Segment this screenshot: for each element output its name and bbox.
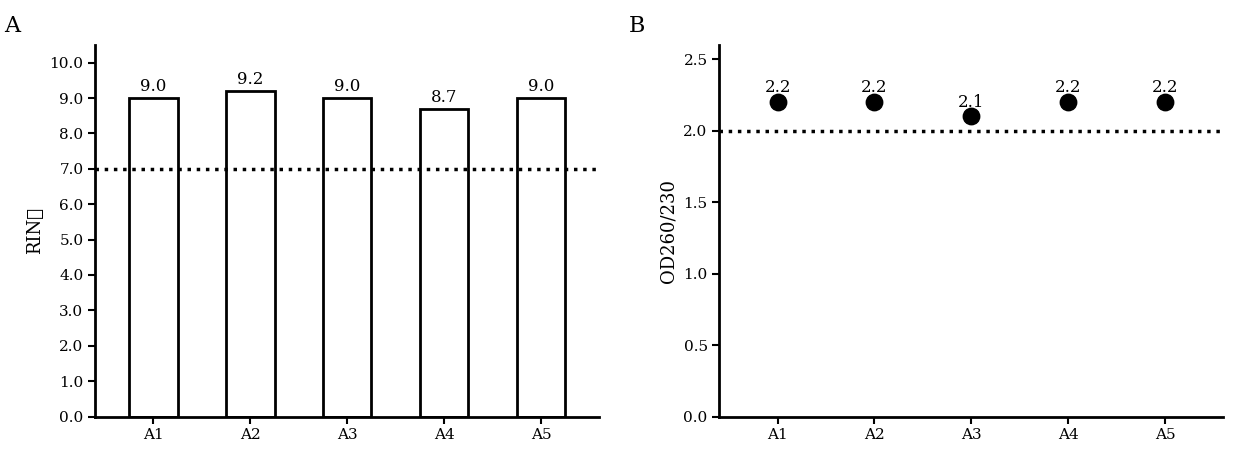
Text: 8.7: 8.7 [430,89,458,106]
Text: 2.2: 2.2 [862,79,888,96]
Text: 2.2: 2.2 [1152,79,1178,96]
Point [961,113,981,120]
Y-axis label: OD260/230: OD260/230 [660,179,678,283]
Text: 9.0: 9.0 [334,78,361,95]
Point [1156,98,1176,106]
Text: 2.2: 2.2 [1055,79,1081,96]
Point [768,98,787,106]
Text: 9.2: 9.2 [237,71,264,88]
Bar [420,109,469,416]
Y-axis label: RIN値: RIN値 [26,207,43,254]
Text: 2.1: 2.1 [959,94,985,111]
Text: 2.2: 2.2 [764,79,791,96]
Text: 9.0: 9.0 [528,78,554,95]
Bar [517,98,565,416]
Bar [129,98,177,416]
Text: 9.0: 9.0 [140,78,166,95]
Bar [226,91,274,416]
Text: A: A [5,15,21,37]
Bar [322,98,372,416]
Point [864,98,884,106]
Point [1059,98,1079,106]
Text: B: B [629,15,645,37]
